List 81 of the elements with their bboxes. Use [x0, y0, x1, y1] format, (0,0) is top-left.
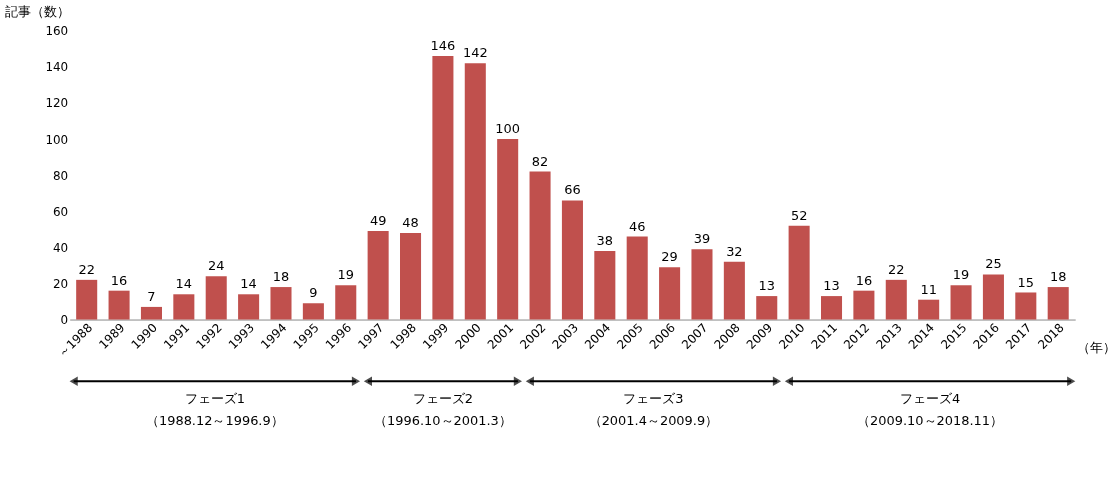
text: フェーズ1	[184, 391, 245, 407]
bar	[659, 267, 681, 320]
bar	[205, 276, 227, 320]
y-axis-title: 記事（数）	[5, 4, 71, 20]
data-label: 9	[309, 285, 318, 301]
data-label: 18	[272, 269, 290, 285]
bar	[76, 279, 98, 320]
bar	[497, 139, 519, 320]
data-label: 66	[564, 182, 581, 198]
data-label: 13	[823, 278, 840, 294]
data-label: 11	[920, 281, 937, 297]
data-label: 48	[402, 214, 419, 230]
bar	[367, 231, 389, 320]
bar	[756, 296, 778, 320]
bar	[140, 306, 162, 320]
data-label: 52	[790, 207, 808, 223]
data-label: 13	[758, 278, 775, 294]
bar	[853, 290, 875, 320]
bar	[918, 299, 940, 320]
bar	[1015, 292, 1037, 320]
text: フェーズ4	[899, 391, 961, 407]
text: （1996.10～2001.3）	[374, 413, 512, 429]
y-tick-label: 80	[52, 168, 69, 183]
bar	[723, 261, 745, 320]
data-label: 142	[462, 45, 488, 61]
data-label: 19	[952, 267, 970, 283]
data-label: 14	[240, 276, 257, 292]
bar	[1047, 287, 1069, 320]
bar	[270, 287, 292, 320]
data-label: 46	[628, 218, 646, 234]
data-label: 18	[1049, 269, 1067, 285]
y-tick-label: 120	[45, 96, 69, 111]
data-label: 7	[147, 288, 156, 304]
y-tick-label: 140	[45, 60, 69, 75]
data-label: 32	[726, 243, 743, 259]
x-axis-title: （年）	[1076, 339, 1116, 355]
data-label: 39	[693, 231, 711, 247]
bar	[432, 56, 454, 320]
text: （2001.4～2009.9）	[588, 413, 719, 429]
data-label: 25	[985, 256, 1002, 272]
data-label: 146	[430, 38, 456, 54]
bar	[626, 236, 648, 320]
data-label: 38	[596, 233, 614, 248]
data-label: 24	[207, 258, 225, 274]
y-tick-label: 20	[52, 276, 69, 291]
data-label: 22	[78, 261, 95, 277]
data-label: 82	[531, 153, 549, 169]
data-label: 14	[175, 276, 193, 292]
y-tick-label: 0	[60, 313, 69, 328]
text: （2009.10～2018.11）	[857, 413, 1004, 429]
y-tick-label: 100	[45, 132, 69, 147]
bar	[400, 232, 422, 320]
bar	[982, 274, 1004, 320]
data-label: 29	[661, 249, 678, 265]
bar	[594, 250, 616, 320]
text: （1988.12～1996.9）	[145, 413, 284, 429]
bar	[820, 296, 843, 320]
bar	[788, 225, 810, 320]
y-tick-label: 60	[52, 204, 69, 219]
bar	[335, 285, 357, 320]
bar	[691, 249, 713, 320]
data-label: 19	[337, 267, 354, 283]
data-label: 100	[495, 121, 521, 137]
data-label: 49	[369, 213, 387, 229]
data-label: 15	[1017, 274, 1035, 290]
bar	[302, 303, 324, 320]
data-label: 22	[888, 261, 905, 277]
data-label: 16	[110, 272, 128, 288]
text: フェーズ3	[623, 391, 684, 407]
bar	[561, 200, 583, 320]
bar	[885, 279, 907, 320]
bar	[238, 294, 260, 320]
bar	[464, 63, 486, 320]
bar	[529, 171, 551, 320]
text: フェーズ2	[412, 391, 474, 407]
bar	[108, 290, 130, 320]
y-tick-label: 40	[52, 240, 69, 255]
data-label: 16	[855, 272, 873, 288]
y-tick-label: 160	[45, 24, 69, 39]
bar	[950, 285, 972, 320]
bar	[173, 294, 195, 320]
